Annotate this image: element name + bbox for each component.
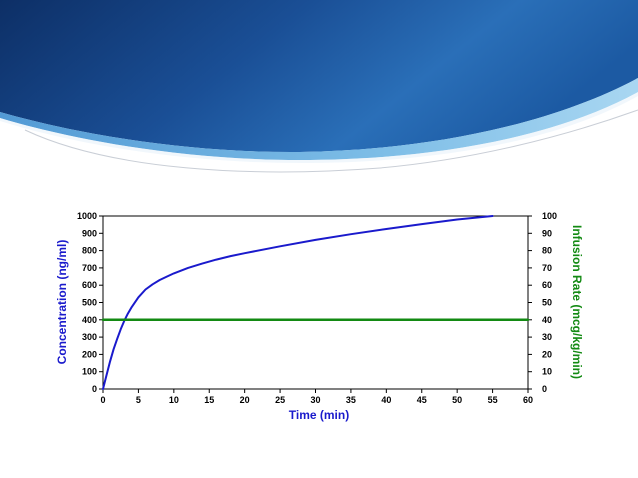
y-axis-left-label: Concentration (ng/ml) (55, 240, 69, 365)
y-right-tick-label: 0 (542, 384, 547, 394)
y-right-tick-label: 80 (542, 246, 552, 256)
y-right-tick-label: 70 (542, 263, 552, 273)
x-tick-label: 5 (136, 395, 141, 405)
x-tick-label: 50 (452, 395, 462, 405)
plot-frame (102, 215, 529, 390)
x-tick-label: 60 (523, 395, 533, 405)
y-left-tick-label: 400 (82, 315, 97, 325)
y-right-tick-label: 60 (542, 280, 552, 290)
y-left-tick-label: 100 (82, 367, 97, 377)
x-tick-label: 30 (310, 395, 320, 405)
y-left-tick-label: 200 (82, 349, 97, 359)
y-right-tick-label: 30 (542, 332, 552, 342)
y-left-tick-label: 500 (82, 298, 97, 308)
y-left-tick-label: 300 (82, 332, 97, 342)
y-left-tick-label: 0 (92, 384, 97, 394)
y-left-tick-label: 700 (82, 263, 97, 273)
x-tick-label: 15 (204, 395, 214, 405)
x-axis-label: Time (min) (289, 408, 349, 422)
y-left-tick-label: 800 (82, 246, 97, 256)
y-right-tick-label: 90 (542, 228, 552, 238)
y-right-tick-label: 100 (542, 211, 557, 221)
y-left-tick-label: 600 (82, 280, 97, 290)
x-tick-label: 45 (417, 395, 427, 405)
y-right-tick-label: 20 (542, 349, 552, 359)
y-left-tick-label: 900 (82, 228, 97, 238)
y-right-tick-label: 10 (542, 367, 552, 377)
x-tick-label: 20 (240, 395, 250, 405)
y-right-tick-label: 50 (542, 298, 552, 308)
x-tick-label: 25 (275, 395, 285, 405)
series-lines (101, 215, 530, 390)
y-left-tick-label: 1000 (77, 211, 97, 221)
concentration-line (102, 215, 494, 390)
y-axis-right-label: Infusion Rate (mcg/kg/min) (570, 225, 584, 379)
x-tick-label: 10 (169, 395, 179, 405)
tick-labels: 0 5 10 15 20 25 30 35 40 45 50 55 600100200300400500… (77, 211, 557, 405)
axes (99, 215, 532, 393)
x-tick-label: 55 (488, 395, 498, 405)
x-tick-label: 35 (346, 395, 356, 405)
header-banner (0, 0, 638, 173)
y-right-tick-label: 40 (542, 315, 552, 325)
x-tick-label: 0 (100, 395, 105, 405)
x-tick-label: 40 (381, 395, 391, 405)
